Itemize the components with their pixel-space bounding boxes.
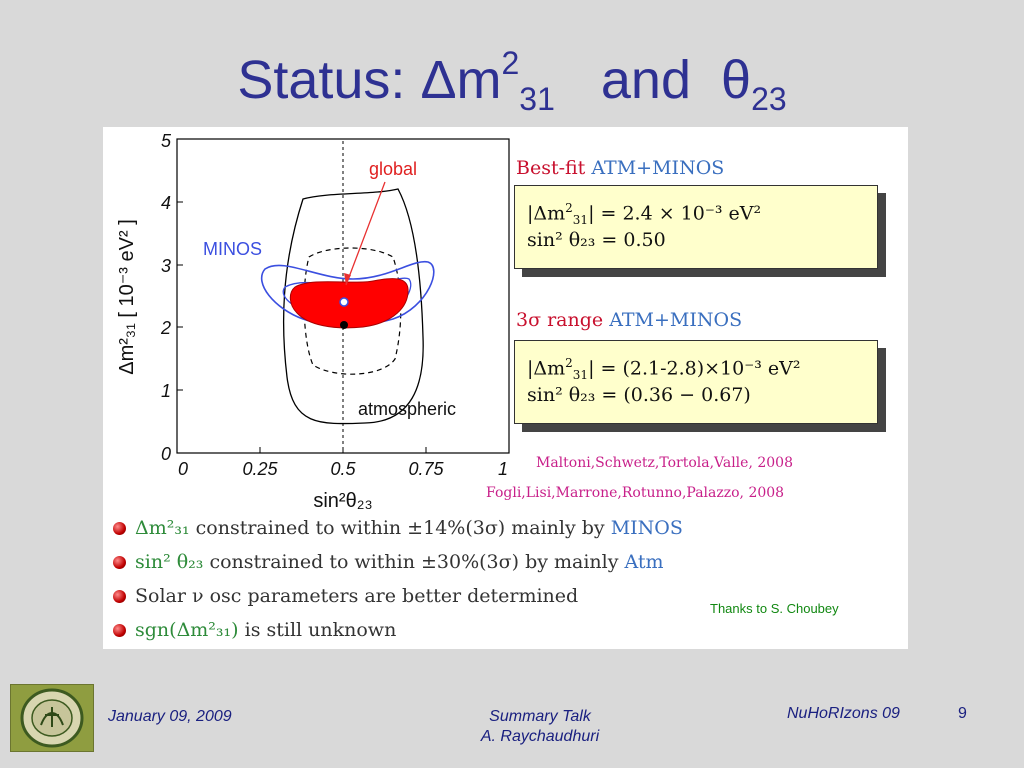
bullet-item: sgn(Δm²₃₁) is still unknown [111, 613, 671, 647]
bullet-2-text: constrained to within ±30%(3σ) by mainly [203, 551, 625, 573]
y-tick-label: 3 [161, 256, 171, 276]
title-theta-sub: 23 [751, 81, 787, 117]
bestfit-heading-blue: ATM+MINOS [591, 157, 725, 179]
bestfit-heading-red: Best-fit [516, 157, 586, 179]
atmospheric-dashed-contour [303, 247, 402, 375]
range-heading-blue: ATM+MINOS [609, 309, 743, 331]
bestfit-heading: Best-fit ATM+MINOS [516, 157, 724, 179]
range-sub: 31 [572, 368, 589, 383]
range-lhs: |Δm [527, 357, 566, 380]
global-region [289, 278, 409, 329]
y-tick-label: 4 [161, 193, 171, 213]
bullet-item: Δm²₃₁ constrained to within ±14%(3σ) mai… [111, 511, 683, 545]
bestfit-panel: |Δm231| = 2.4 × 10⁻³ eV² sin² θ₂₃ = 0.50 [514, 185, 878, 269]
figure-panel: 5 4 3 2 1 0 0 0.25 0.5 0.75 1 sin²θ₂₃ Δm… [103, 127, 908, 649]
y-tick-label: 2 [160, 318, 171, 338]
bullet-2-green: sin² θ₂₃ [135, 551, 204, 573]
x-tick-label: 0.5 [330, 459, 356, 479]
minos-label: MINOS [203, 239, 262, 259]
bestfit-rhs: | = 2.4 × 10⁻³ eV² [588, 202, 762, 225]
bestfit-lhs: |Δm [527, 202, 566, 225]
best-fit-global-marker [339, 297, 349, 307]
footer-talk-author: A. Raychaudhuri [480, 728, 600, 745]
institute-logo [10, 684, 94, 752]
title-prefix: Status: Δm [237, 50, 502, 110]
bullet-1-green: Δm²₃₁ [135, 517, 190, 539]
range-line-1: |Δm231| = (2.1-2.8)×10⁻³ eV² [527, 347, 865, 383]
title-theta: θ [721, 50, 752, 110]
range-line-2: sin² θ₂₃ = (0.36 − 0.67) [527, 384, 751, 406]
bullet-dot-icon [113, 522, 126, 535]
footer-talk-title: Summary Talk [489, 708, 591, 725]
x-tick-label: 0.75 [408, 459, 444, 479]
global-arrow [345, 181, 386, 286]
x-tick-label: 0 [178, 459, 188, 479]
range-panel: |Δm231| = (2.1-2.8)×10⁻³ eV² sin² θ₂₃ = … [514, 340, 878, 424]
global-label: global [369, 159, 417, 179]
bullet-4-text: is still unknown [238, 619, 397, 641]
atmospheric-label: atmospheric [358, 399, 456, 419]
range-heading-red: 3σ range [516, 309, 604, 331]
bestfit-sup: 2 [565, 201, 573, 215]
bestfit-sub: 31 [572, 213, 589, 228]
bestfit-line-2: sin² θ₂₃ = 0.50 [527, 229, 666, 251]
minos-outer-contour [260, 260, 435, 326]
y-tick-label: 5 [161, 131, 172, 151]
bullet-dot-icon [113, 556, 126, 569]
range-heading: 3σ range ATM+MINOS [516, 309, 742, 331]
range-sup: 2 [565, 356, 573, 370]
bullet-list: Δm²₃₁ constrained to within ±14%(3σ) mai… [111, 511, 683, 647]
x-tick-label: 1 [498, 459, 508, 479]
x-axis-label: sin²θ₂₃ [313, 490, 372, 512]
slide-title: Status: Δm231 and θ23 [0, 28, 1024, 134]
oscillation-plot: 5 4 3 2 1 0 0 0.25 0.5 0.75 1 sin²θ₂₃ Δm… [116, 131, 510, 512]
bullet-dot-icon [113, 590, 126, 603]
title-sup: 2 [501, 45, 520, 81]
bullet-item: sin² θ₂₃ constrained to within ±30%(3σ) … [111, 545, 671, 579]
bullet-2-blue: Atm [624, 551, 664, 573]
footer-conference: NuHoRIzons 09 [787, 705, 900, 722]
y-tick-label: 0 [161, 444, 171, 464]
bullet-dot-icon [113, 624, 126, 637]
range-rhs: | = (2.1-2.8)×10⁻³ eV² [588, 357, 801, 380]
y-axis-label: Δm²₃₁ [ 10⁻³ eV² ] [116, 219, 138, 375]
atmospheric-contour [282, 188, 424, 425]
reference-2: Fogli,Lisi,Marrone,Rotunno,Palazzo, 2008 [486, 485, 785, 501]
logo-emblem-icon [20, 688, 84, 748]
x-tick-label: 0.25 [242, 459, 278, 479]
bullet-item: Solar ν osc parameters are better determ… [111, 579, 671, 613]
bestfit-line-1: |Δm231| = 2.4 × 10⁻³ eV² [527, 192, 865, 228]
bullet-4-green: sgn(Δm²₃₁) [135, 619, 239, 641]
best-fit-atmospheric-marker [340, 321, 348, 329]
thanks-note: Thanks to S. Choubey [710, 601, 839, 616]
bullet-3-text: Solar ν osc parameters are better determ… [135, 585, 579, 607]
title-sub: 31 [519, 81, 555, 117]
reference-1: Maltoni,Schwetz,Tortola,Valle, 2008 [536, 455, 793, 471]
bullet-1-blue: MINOS [610, 517, 683, 539]
footer-talk: Summary Talk A. Raychaudhuri [440, 708, 640, 746]
bullet-1-text: constrained to within ±14%(3σ) mainly by [189, 517, 611, 539]
title-and: and [600, 50, 691, 110]
y-tick-label: 1 [161, 381, 171, 401]
page-number: 9 [958, 705, 967, 722]
footer-date: January 09, 2009 [108, 708, 232, 725]
